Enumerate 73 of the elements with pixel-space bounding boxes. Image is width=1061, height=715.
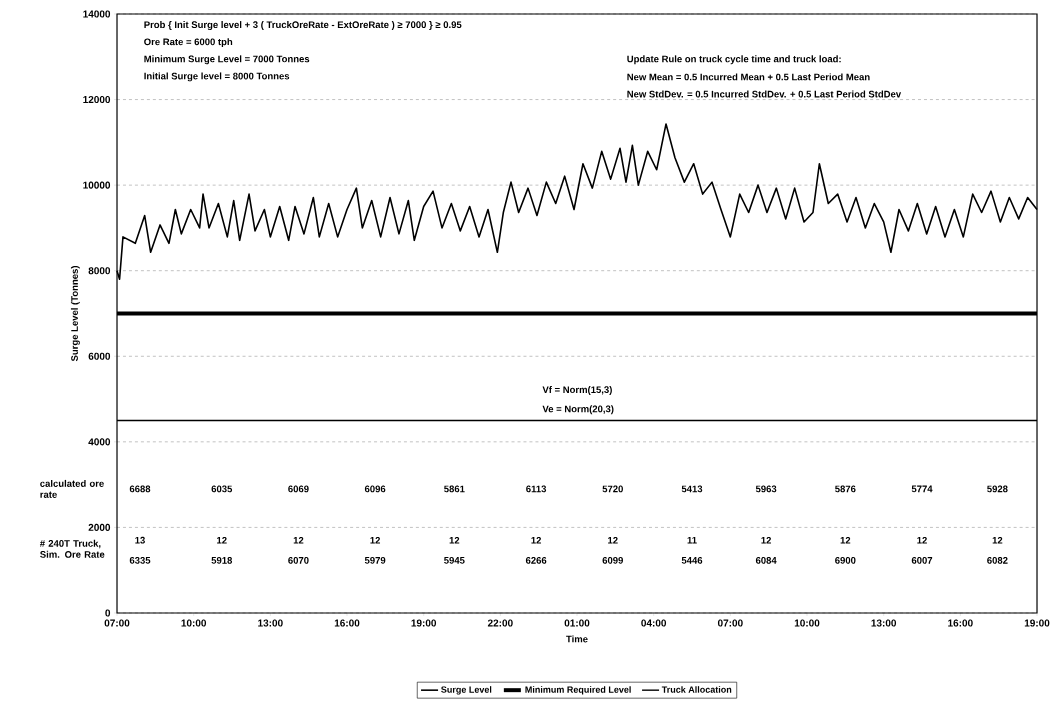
y-axis-title: Surge Level (Tonnes) [70,266,80,362]
annotation: New StdDev. = 0.5 Incurred StdDev. + 0.5 Last Period StdDev [627,90,902,98]
annotation: 12 [217,536,227,544]
annotation: 12 [531,536,542,544]
y-tick-label: 12000 [83,96,111,104]
annotation: Ore Rate = 6000 tph [144,38,233,48]
text: # 240T Truck, Sim. Ore Rate [39,539,105,558]
annotation: Prob { Init Surge level + 3 ( TruckOreRate - ExtOreRate ) ≥ 7000 } ≥ 0.95 [144,21,462,30]
legend-label: Minimum Required Level [525,686,631,695]
annotation: 5945 [444,556,465,564]
annotation: 6069 [288,485,309,493]
annotation: 5918 [211,556,233,564]
annotation: 6266 [525,556,547,564]
annotation: 12 [293,536,304,544]
annotation: 12 [917,536,927,544]
annotation: 12 [840,536,851,544]
x-tick-label: 07:00 [717,619,743,627]
annotation: 5928 [987,485,1008,493]
annotation: 6113 [526,485,547,493]
annotation: 12 [761,536,772,544]
x-tick-label: 13:00 [871,619,897,627]
x-tick-label: 19:00 [411,619,437,627]
annotation: 6082 [987,556,1008,564]
x-tick-label: 07:00 [104,619,130,627]
y-tick-label: 10000 [83,181,111,189]
annotation: 5446 [681,556,703,564]
annotation: 5861 [444,485,465,493]
y-tick-label: 0 [105,609,111,617]
x-tick-label: 10:00 [794,619,820,627]
annotation: Vf = Norm(15,3) [542,386,612,395]
x-tick-label: 16:00 [334,619,360,627]
y-tick-label: 2000 [88,523,111,531]
annotation: Ve = Norm(20,3) [542,405,614,415]
annotation: 6007 [911,556,933,564]
annotation: 6035 [211,485,233,493]
annotation: 5876 [835,485,856,493]
legend-label: Truck Allocation [661,686,732,693]
annotation: 5720 [602,485,623,493]
y-tick-label: 6000 [88,352,111,360]
annotation: 6900 [835,556,856,564]
annotation: 12 [370,536,381,544]
annotation: 5413 [681,485,703,493]
annotation: 5963 [755,485,777,493]
annotation: 6084 [755,556,777,564]
annotation: 6096 [364,485,386,493]
annotation: 6335 [129,556,151,564]
x-tick-label: 13:00 [258,619,283,627]
annotation: 12 [608,536,618,544]
y-tick-label: 4000 [88,438,111,446]
text: calculated ore rate [40,479,104,498]
annotation: 12 [449,536,460,544]
x-tick-label: 10:00 [181,619,207,627]
legend-label: Surge Level [441,686,492,695]
annotation: 6099 [602,556,623,564]
annotation: 12 [992,536,1003,544]
x-tick-label: 01:00 [564,619,590,627]
x-tick-label: 22:00 [487,619,513,627]
x-tick-label: 19:00 [1024,619,1050,627]
x-axis-title: Time [566,635,588,643]
annotation: 6688 [129,485,151,493]
annotation: 5979 [364,556,386,564]
annotation: 5774 [911,485,933,493]
annotation: 13 [135,536,145,544]
y-tick-label: 14000 [83,10,111,18]
annotation: 11 [687,536,697,544]
x-tick-label: 04:00 [641,619,667,627]
annotation: 6070 [288,556,309,564]
annotation: Update Rule on truck cycle time and truck load: [627,55,841,65]
x-tick-label: 16:00 [948,619,973,627]
annotation: New Mean = 0.5 Incurred Mean + 0.5 Last Period Mean [627,73,870,81]
annotation: Initial Surge level = 8000 Tonnes [144,72,290,82]
annotation: Minimum Surge Level = 7000 Tonnes [144,55,310,65]
y-tick-label: 8000 [88,267,111,275]
